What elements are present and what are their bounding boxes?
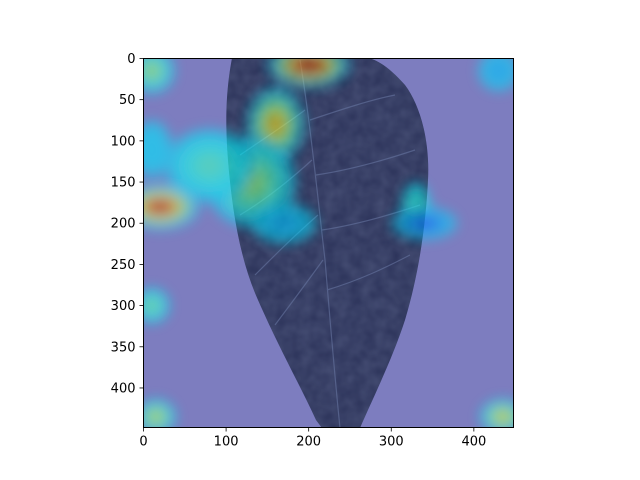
heat-contour — [152, 202, 168, 212]
heat-contour — [494, 66, 503, 75]
y-tick-label: 350 — [111, 340, 136, 355]
heat-contour — [300, 60, 317, 70]
heat-hotspot — [143, 287, 170, 324]
heat-contour — [277, 219, 291, 228]
heat-hotspot — [250, 202, 317, 244]
heat-contour — [147, 143, 156, 155]
y-tick-label: 100 — [111, 134, 136, 149]
x-tick-label: 200 — [296, 435, 321, 450]
heat-contour — [200, 158, 219, 173]
x-tick-label: 100 — [214, 435, 239, 450]
heat-hotspot — [164, 128, 255, 203]
y-axis: 0 50 100 150 200 250 300 350 400 — [111, 52, 144, 396]
heat-hotspot — [479, 398, 514, 428]
heat-contour — [269, 116, 282, 132]
x-tick-label: 0 — [139, 435, 147, 450]
y-tick-label: 150 — [111, 176, 136, 191]
heat-contour — [151, 413, 161, 421]
heat-contour — [498, 413, 508, 421]
x-axis: 0 100 200 300 400 — [139, 427, 486, 450]
heat-contour — [147, 66, 157, 76]
x-tick-label: 400 — [461, 435, 486, 450]
heat-hotspot — [267, 58, 350, 89]
heat-hotspot — [477, 58, 514, 92]
plot-area — [143, 58, 514, 428]
heat-contour — [148, 301, 156, 310]
heat-hotspot — [143, 398, 177, 428]
y-tick-label: 400 — [111, 381, 136, 396]
x-tick-label: 300 — [379, 435, 404, 450]
y-tick-label: 300 — [111, 299, 136, 314]
y-tick-label: 200 — [111, 217, 136, 232]
heat-hotspot — [143, 120, 173, 178]
y-tick-label: 0 — [127, 52, 135, 67]
y-tick-label: 250 — [111, 258, 136, 273]
heat-layer — [143, 58, 514, 428]
axes-frame — [143, 58, 514, 428]
heat-contour — [417, 219, 431, 227]
heat-hotspot — [391, 206, 458, 240]
heat-hotspot — [143, 58, 175, 94]
leaf-veins — [239, 59, 421, 428]
y-tick-label: 50 — [119, 93, 136, 108]
